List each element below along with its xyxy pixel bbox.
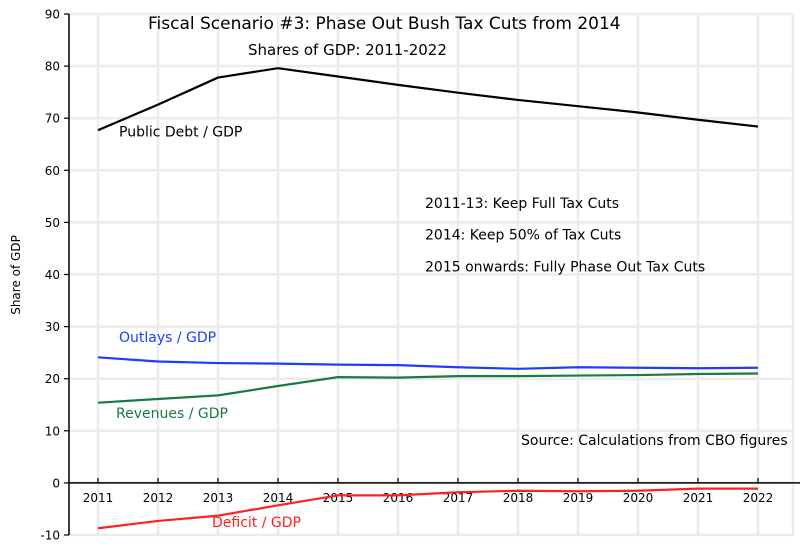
series-label-public-debt-gdp: Public Debt / GDP [119,124,242,140]
series-line-outlays-gdp [97,356,759,370]
y-tick-label: 60 [45,164,60,178]
annotations: 2011-13: Keep Full Tax Cuts 2014: Keep 50… [425,196,788,449]
y-tick-label: 50 [45,216,60,230]
x-tick-label: 2016 [383,491,414,505]
annotation-text: 2014: Keep 50% of Tax Cuts [425,228,621,244]
series-lines [97,67,759,530]
x-tick-label: 2019 [563,491,594,505]
series-line-deficit-gdp [97,487,758,530]
x-tick-label: 2022 [743,491,774,505]
x-tick-label: 2013 [203,491,234,505]
annotation-text: Source: Calculations from CBO figures [521,433,788,449]
series-line-revenues-gdp [97,372,759,404]
annotation-text: 2011-13: Keep Full Tax Cuts [425,196,619,212]
series-line-public-debt-gdp [97,67,759,132]
series-labels: Public Debt / GDP Outlays / GDP Revenues /… [116,124,301,531]
x-tick-label: 2012 [143,491,174,505]
y-tick-label: 10 [45,424,60,438]
y-tick-label: 30 [45,320,60,334]
y-tick-label: 20 [45,372,60,386]
y-axis-label: Share of GDP [9,235,23,315]
chart-title: Fiscal Scenario #3: Phase Out Bush Tax C… [148,14,621,34]
series-label-revenues-gdp: Revenues / GDP [116,406,228,422]
annotation-text: 2015 onwards: Fully Phase Out Tax Cuts [425,259,705,275]
y-axis-ticks: -10 0 10 20 30 40 50 60 70 80 90 [40,8,69,543]
x-tick-label: 2014 [263,491,294,505]
x-tick-label: 2018 [503,491,534,505]
y-tick-label: 90 [45,8,60,22]
y-tick-label: 70 [45,112,60,126]
x-tick-label: 2021 [683,491,714,505]
x-tick-label: 2017 [443,491,474,505]
y-tick-label: -10 [40,529,60,543]
y-tick-label: 40 [45,268,60,282]
x-tick-label: 2011 [83,491,114,505]
y-tick-label: 0 [52,476,60,490]
x-tick-label: 2020 [623,491,654,505]
chart-subtitle: Shares of GDP: 2011-2022 [248,41,447,59]
grid [69,12,795,537]
series-label-deficit-gdp: Deficit / GDP [212,515,301,531]
series-label-outlays-gdp: Outlays / GDP [119,330,216,346]
y-tick-label: 80 [45,60,60,74]
